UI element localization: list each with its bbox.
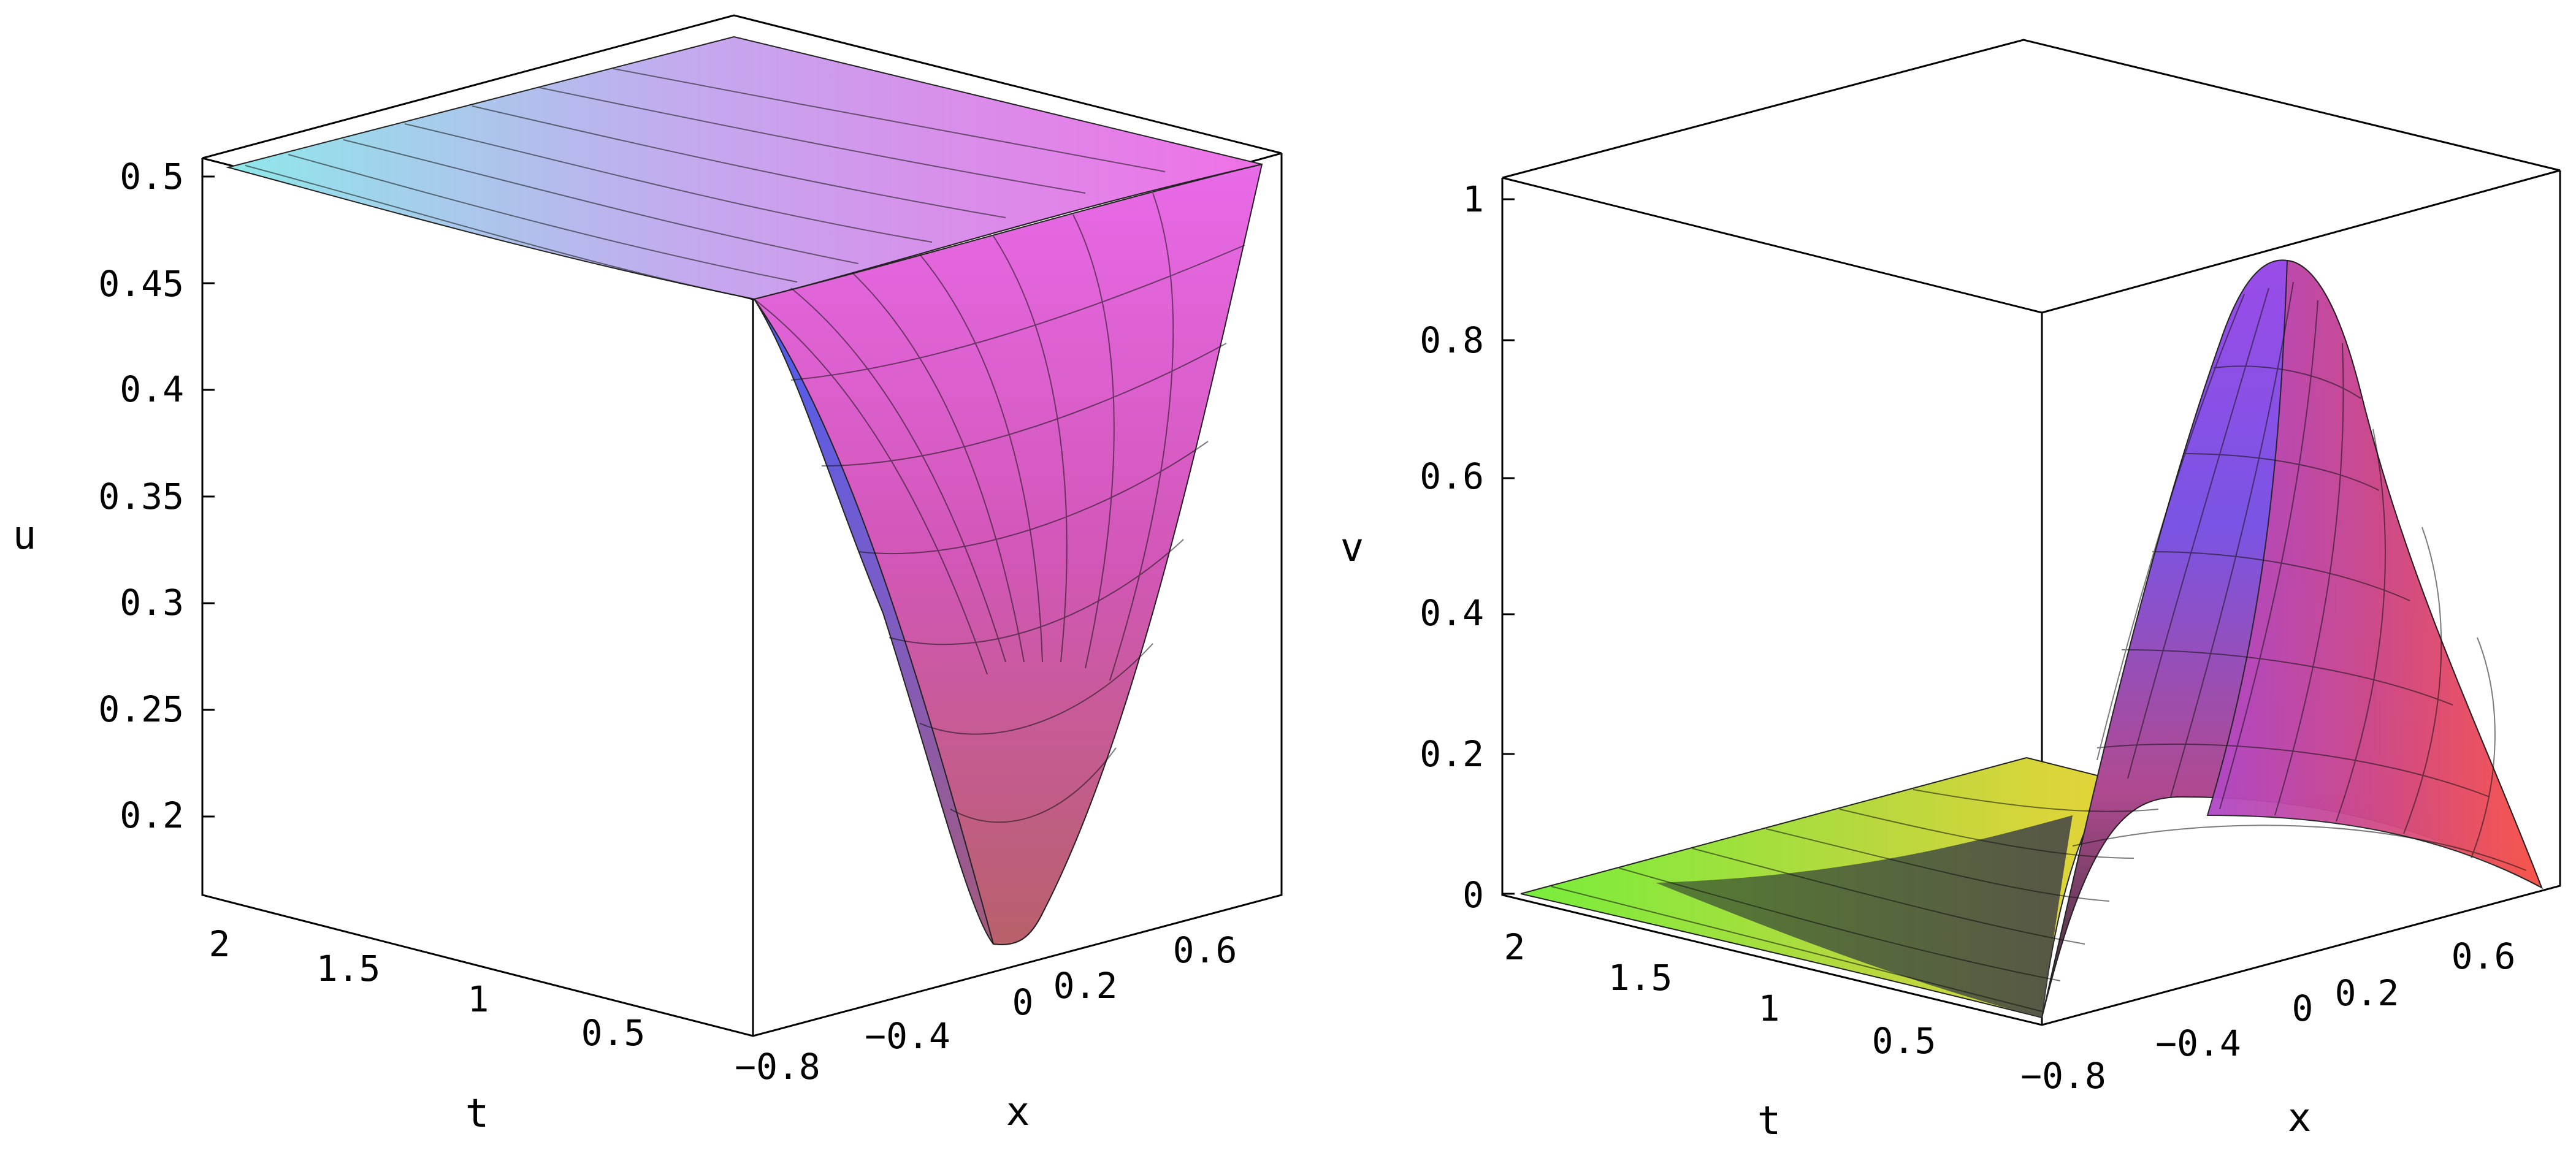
z-tick-label: 0.8	[1420, 319, 1484, 361]
x-tick-label: −0.4	[865, 1015, 950, 1057]
x-tick-label: 0.6	[1173, 929, 1237, 971]
surface-v-dark-front	[1656, 815, 2073, 1018]
t-axis-u: 2 1.5 1 0.5 t	[209, 923, 646, 1137]
z-tick-label: 0.2	[120, 794, 184, 836]
x-tick-label: 0	[2292, 988, 2314, 1029]
t-tick-label: 1	[468, 978, 489, 1020]
t-tick-label: 2	[1504, 926, 1526, 968]
t-tick-label: 2	[209, 923, 231, 965]
z-axis-u: 0.5 0.45 0.4 0.35 0.3 0.25 0.2 u	[13, 156, 215, 836]
x-axis-v: −0.8 −0.4 0 0.2 0.6 x	[2020, 935, 2515, 1141]
t-axis-title: t	[1757, 1099, 1781, 1144]
z-axis-title: v	[1340, 525, 1364, 571]
surface-u-mesh	[245, 68, 1245, 823]
surface-v	[1520, 259, 2543, 1019]
t-tick-label: 0.5	[581, 1012, 646, 1054]
t-tick-label: 1	[1759, 988, 1780, 1029]
z-tick-label: 0.4	[120, 368, 184, 410]
z-tick-label: 0.4	[1420, 592, 1484, 634]
x-tick-label: −0.8	[735, 1046, 820, 1087]
x-tick-label: 0.2	[1053, 965, 1118, 1007]
x-axis-title: x	[2288, 1095, 2312, 1141]
z-tick-label: 0.6	[1420, 455, 1484, 497]
t-tick-label: 1.5	[316, 948, 381, 989]
x-tick-label: −0.4	[2155, 1022, 2241, 1064]
x-tick-label: 0.2	[2335, 972, 2399, 1014]
t-tick-label: 0.5	[1872, 1020, 1936, 1062]
x-tick-label: −0.8	[2020, 1055, 2106, 1097]
x-tick-label: 0	[1012, 981, 1034, 1023]
z-tick-label: 0	[1462, 874, 1484, 916]
z-tick-label: 0.25	[98, 688, 184, 730]
t-tick-label: 1.5	[1608, 957, 1673, 999]
z-tick-label: 0.2	[1420, 733, 1484, 775]
x-axis-title: x	[1006, 1089, 1030, 1135]
surface-v-front-face	[2206, 259, 2543, 889]
z-tick-label: 0.3	[120, 582, 184, 623]
bounding-box-v	[1501, 39, 2561, 1026]
x-axis-u: −0.8 −0.4 0 0.2 0.6 x	[735, 929, 1237, 1135]
z-axis-v: 1 0.8 0.6 0.4 0.2 0 v	[1340, 178, 1515, 916]
surface-v-mesh	[1551, 281, 2527, 1012]
t-axis-title: t	[465, 1091, 489, 1137]
surface-u	[226, 36, 1263, 945]
z-tick-label: 1	[1462, 178, 1484, 220]
surface-u-right-wall	[753, 163, 1263, 945]
z-tick-label: 0.35	[98, 476, 184, 517]
t-axis-v: 2 1.5 1 0.5 t	[1504, 926, 1936, 1144]
plot-v: 1 0.8 0.6 0.4 0.2 0 v 2 1.5 1 0.5 t −0	[1340, 39, 2561, 1144]
z-axis-title: u	[13, 513, 37, 558]
plot-u: 0.5 0.45 0.4 0.35 0.3 0.25 0.2 u 2 1.5 1…	[13, 14, 1283, 1137]
z-tick-label: 0.45	[98, 263, 184, 305]
x-tick-label: 0.6	[2452, 935, 2516, 977]
z-tick-label: 0.5	[120, 156, 184, 197]
